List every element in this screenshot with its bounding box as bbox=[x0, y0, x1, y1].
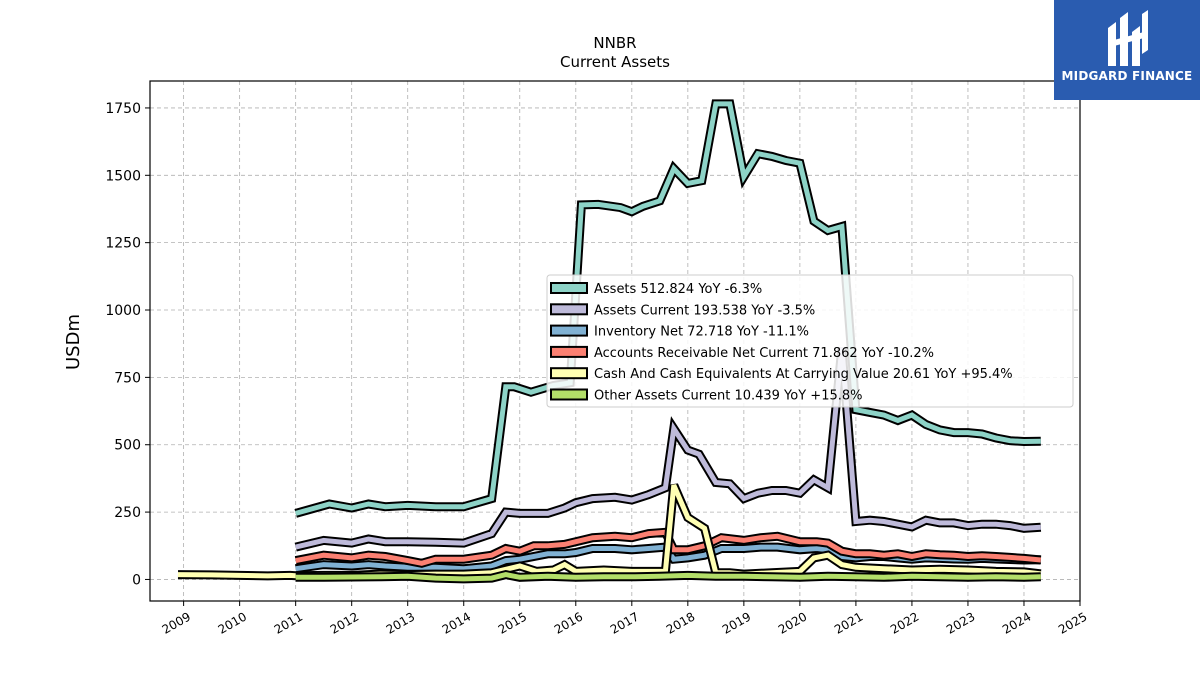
y-tick-label: 500 bbox=[114, 438, 141, 454]
series-stroke bbox=[295, 572, 1041, 582]
legend-item: Inventory Net 72.718 YoY -11.1% bbox=[550, 324, 809, 340]
x-tick-label: 2009 bbox=[160, 609, 193, 636]
x-tick-label: 2019 bbox=[720, 609, 753, 636]
series-stroke bbox=[295, 529, 1042, 566]
legend-label: Assets Current 193.538 YoY -3.5% bbox=[594, 303, 815, 318]
legend-item: Assets 512.824 YoY -6.3% bbox=[550, 282, 762, 297]
plot-frame bbox=[149, 80, 1081, 602]
legend-label: Accounts Receivable Net Current 71.862 Y… bbox=[594, 346, 934, 361]
legend-swatch bbox=[550, 388, 588, 401]
chart-subtitle: Current Assets bbox=[560, 53, 670, 71]
series-line bbox=[295, 569, 1041, 584]
legend-swatch bbox=[550, 345, 588, 358]
x-tick-label: 2014 bbox=[440, 609, 473, 636]
legend-swatch bbox=[550, 303, 588, 316]
x-tick-label: 2012 bbox=[328, 609, 361, 636]
midgard-logo-icon bbox=[1108, 10, 1148, 66]
x-tick-label: 2011 bbox=[272, 609, 305, 636]
series-stroke bbox=[295, 101, 1041, 516]
series-stroke bbox=[295, 347, 1041, 550]
y-tick-label: 1750 bbox=[105, 101, 141, 117]
x-tick-label: 2013 bbox=[384, 609, 417, 636]
legend-swatch bbox=[550, 367, 588, 380]
legend-swatch bbox=[550, 324, 588, 337]
x-tick-label: 2020 bbox=[776, 609, 809, 636]
legend-label: Cash And Cash Equivalents At Carrying Va… bbox=[594, 367, 1013, 382]
series-line bbox=[294, 347, 1042, 552]
chart-title: NNBR bbox=[593, 34, 636, 52]
series-line bbox=[294, 527, 1042, 568]
legend-item: Cash And Cash Equivalents At Carrying Va… bbox=[550, 367, 1013, 382]
legend-label: Inventory Net 72.718 YoY -11.1% bbox=[594, 325, 809, 340]
legend-label: Assets 512.824 YoY -6.3% bbox=[594, 282, 762, 297]
y-tick-label: 1250 bbox=[105, 236, 141, 252]
y-axis-label: USDm bbox=[63, 314, 84, 370]
x-tick-label: 2021 bbox=[832, 609, 865, 636]
x-tick-label: 2025 bbox=[1056, 609, 1089, 636]
legend-box bbox=[546, 274, 1074, 408]
x-tick-label: 2018 bbox=[664, 609, 697, 636]
x-tick-label: 2010 bbox=[216, 609, 249, 636]
y-tick-label: 1500 bbox=[105, 168, 141, 184]
x-tick-label: 2022 bbox=[888, 609, 921, 636]
legend-swatch bbox=[550, 282, 588, 294]
brand-logo: MIDGARD FINANCE bbox=[1054, 0, 1200, 100]
y-axis: 0 250 500 750 1000 1250 1500 1750 bbox=[105, 101, 150, 588]
series-line bbox=[294, 99, 1041, 518]
legend-item: Other Assets Current 10.439 YoY +15.8% bbox=[550, 388, 863, 404]
x-tick-label: 2016 bbox=[552, 609, 585, 636]
x-tick-label: 2024 bbox=[1000, 609, 1033, 636]
brand-name: MIDGARD FINANCE bbox=[1061, 69, 1193, 83]
y-tick-label: 750 bbox=[114, 370, 141, 386]
series-layer bbox=[177, 99, 1042, 584]
y-tick-label: 0 bbox=[132, 572, 141, 588]
y-tick-label: 1000 bbox=[105, 303, 141, 319]
legend: Assets 512.824 YoY -6.3% Assets Current 1… bbox=[546, 274, 1074, 408]
legend-item: Assets Current 193.538 YoY -3.5% bbox=[550, 303, 815, 318]
x-tick-label: 2017 bbox=[608, 609, 641, 636]
legend-label: Other Assets Current 10.439 YoY +15.8% bbox=[594, 389, 863, 404]
y-tick-label: 250 bbox=[114, 505, 141, 521]
x-tick-label: 2023 bbox=[944, 609, 977, 636]
x-axis: 2009 2010 2011 2012 2013 2014 2015 2016 2017 2018… bbox=[160, 601, 1090, 637]
legend-item: Accounts Receivable Net Current 71.862 Y… bbox=[550, 345, 934, 361]
x-tick-label: 2015 bbox=[496, 609, 529, 636]
